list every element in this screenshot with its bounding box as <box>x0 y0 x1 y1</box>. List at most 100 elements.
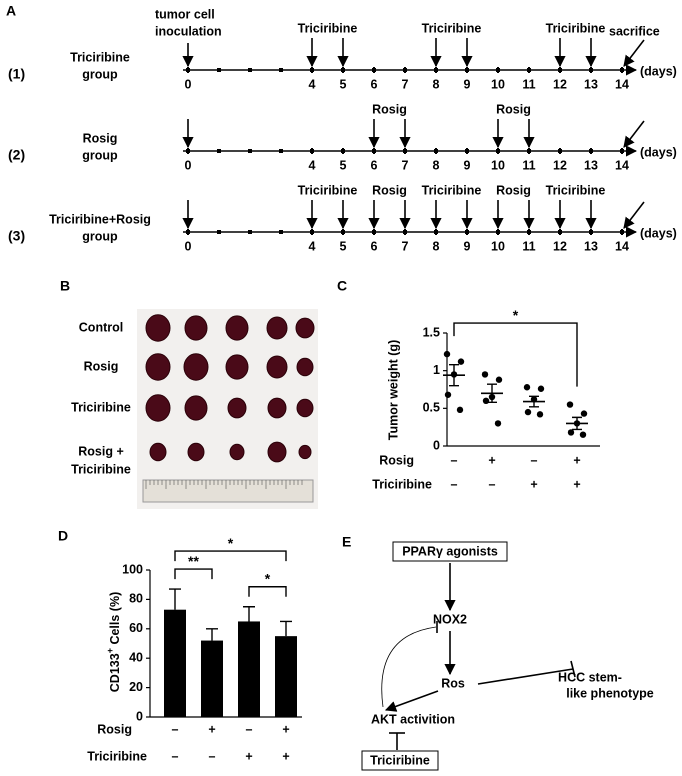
day-label: 4 <box>309 77 316 91</box>
tumor <box>267 441 287 463</box>
tumor <box>227 397 247 419</box>
data-point <box>567 429 575 436</box>
day-tick <box>248 68 252 72</box>
factor-sign: + <box>282 722 289 736</box>
y-tick-label: 0 <box>136 709 143 723</box>
significance-bracket <box>248 586 287 597</box>
data-point <box>580 410 588 417</box>
tumor <box>225 354 249 380</box>
day-label: 5 <box>340 239 347 253</box>
day-tick <box>248 149 252 153</box>
axis-unit: (days) <box>640 64 677 78</box>
day-label: 13 <box>584 77 598 91</box>
start-label: tumor cell <box>155 7 215 21</box>
day-tick <box>217 68 221 72</box>
y-tick-label: 40 <box>129 650 143 664</box>
treatment-label: Triciribine <box>422 21 482 35</box>
error-bar <box>243 606 255 622</box>
y-axis-label: CD133+ Cells (%) <box>105 592 122 692</box>
factor-name: Rosig <box>97 722 132 736</box>
error-bar <box>206 628 218 641</box>
day-label: 9 <box>464 77 471 91</box>
tumor <box>183 353 209 381</box>
significance-label: ** <box>188 553 199 569</box>
end-label: sacrifice <box>609 24 660 38</box>
sem-bar <box>487 383 497 404</box>
day-label: 5 <box>340 158 347 172</box>
data-point <box>537 385 545 392</box>
significance-bracket <box>453 322 578 387</box>
day-label: 6 <box>371 77 378 91</box>
row-label: Rosig <box>84 359 119 373</box>
significance-label: * <box>228 535 234 551</box>
day-label: 8 <box>433 158 440 172</box>
treatment-label: Triciribine <box>298 21 358 35</box>
tumor <box>145 394 171 422</box>
tumor <box>298 444 312 460</box>
tumor <box>184 395 208 421</box>
tumor <box>296 398 314 418</box>
day-label: 7 <box>402 158 409 172</box>
factor-sign: – <box>246 722 253 736</box>
group-label: group <box>82 67 118 81</box>
panel-label: B <box>60 278 70 294</box>
pathway: PPARγ agonists NOX2 Ros HCC stem- like p… <box>361 541 654 771</box>
sem-bar <box>572 416 582 431</box>
significance-bracket <box>174 550 287 562</box>
tumor-photo <box>137 309 318 509</box>
tumor <box>266 316 288 340</box>
day-label: 0 <box>185 77 192 91</box>
y-tick-label: 1 <box>433 363 440 377</box>
row-label: Triciribine <box>71 462 131 476</box>
tumor <box>229 443 245 461</box>
day-label: 6 <box>371 239 378 253</box>
day-label: 13 <box>584 158 598 172</box>
day-tick <box>279 68 283 72</box>
data-point <box>482 397 490 404</box>
treatment-label: Rosig <box>496 183 531 197</box>
day-label: 11 <box>522 158 535 172</box>
data-point <box>494 420 502 427</box>
node-label: Triciribine <box>370 753 430 767</box>
group-number: (1) <box>8 66 25 82</box>
day-label: 7 <box>402 239 409 253</box>
factor-sign: – <box>451 477 458 491</box>
group-number: (3) <box>8 228 25 244</box>
data-point <box>457 358 465 365</box>
group-label: group <box>82 148 118 162</box>
panel-label: A <box>6 3 16 19</box>
treatment-label: Triciribine <box>298 183 358 197</box>
data-point <box>523 384 531 391</box>
day-label: 6 <box>371 158 378 172</box>
error-bar <box>280 620 292 637</box>
data-point <box>456 406 464 414</box>
tumor <box>225 315 249 341</box>
factor-sign: + <box>282 749 289 763</box>
y-axis-label-part: CD133 <box>108 653 122 692</box>
day-label: 14 <box>615 77 629 91</box>
data-point <box>524 408 532 416</box>
factor-sign: – <box>489 477 496 491</box>
data-point <box>481 371 489 378</box>
row-label: Rosig + <box>78 444 124 458</box>
axis-unit: (days) <box>640 226 677 240</box>
day-label: 12 <box>553 77 567 91</box>
y-tick-label: 80 <box>129 592 143 606</box>
bar <box>164 609 186 717</box>
factor-sign: – <box>209 749 216 763</box>
tumor <box>266 355 288 379</box>
node-label: NOX2 <box>433 612 467 626</box>
day-tick <box>279 149 283 153</box>
day-label: 9 <box>464 158 471 172</box>
day-label: 4 <box>309 158 316 172</box>
end-arrow <box>623 120 645 148</box>
day-label: 12 <box>553 158 567 172</box>
data-point <box>495 376 503 383</box>
factor-sign: + <box>573 453 580 467</box>
factor-sign: – <box>531 453 538 467</box>
data-point <box>566 401 574 408</box>
group-label: Triciribine <box>70 50 130 64</box>
day-label: 13 <box>584 239 598 253</box>
y-tick-label: 60 <box>129 621 143 635</box>
row-label: Control <box>79 320 123 334</box>
